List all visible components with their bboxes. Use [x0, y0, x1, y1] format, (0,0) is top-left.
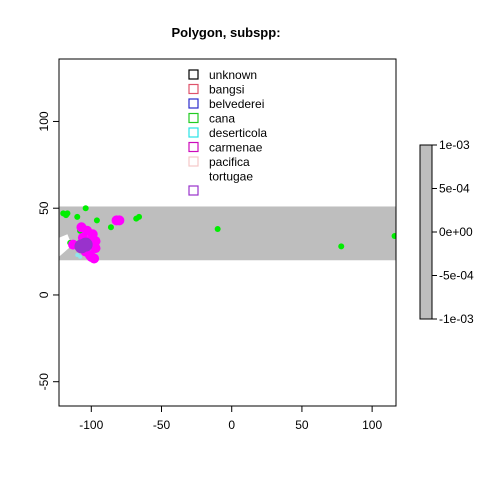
data-point: [64, 210, 71, 217]
legend-swatch: [188, 156, 199, 167]
colorbar-tick-label: 0e+00: [439, 225, 473, 239]
legend-swatch: [188, 185, 199, 196]
colorbar-tick-label: 5e-04: [439, 182, 470, 196]
data-point: [90, 243, 101, 254]
data-point: [136, 213, 143, 220]
colorbar-tick-label: 1e-03: [439, 138, 470, 152]
y-axis: -50 0 50 100: [37, 111, 59, 390]
legend-label: belvederei: [209, 97, 264, 111]
x-axis: -100 -50 0 50 100: [79, 406, 382, 432]
legend-label: unknown: [209, 68, 257, 82]
data-point: [74, 213, 81, 220]
legend-label: carmenae: [209, 141, 263, 155]
data-point: [391, 232, 396, 239]
legend-label: cana: [209, 112, 235, 126]
y-tick-label: 100: [37, 111, 51, 131]
band-fill: [59, 206, 396, 261]
data-point: [78, 237, 93, 252]
data-point: [93, 217, 100, 224]
data-point: [338, 243, 345, 250]
data-point: [214, 226, 221, 233]
legend-swatch: [188, 127, 199, 138]
colorbar: 1e-03 5e-04 0e+00 -5e-04 -1e-03: [419, 138, 474, 326]
colorbar-tick-label: -1e-03: [439, 312, 474, 326]
colorbar-fill: [419, 144, 433, 320]
data-point: [87, 229, 98, 240]
y-tick-label: 50: [37, 201, 51, 215]
legend: unknownbangsibelvedereicanadeserticolaca…: [188, 68, 267, 196]
data-point: [84, 250, 95, 261]
colorbar-tick-label: -5e-04: [439, 269, 474, 283]
legend-label: deserticola: [209, 126, 267, 140]
x-tick-label: 50: [295, 418, 309, 432]
legend-swatch: [188, 98, 199, 109]
x-tick-label: 0: [228, 418, 235, 432]
data-point: [78, 254, 83, 259]
inset-region: [59, 234, 71, 257]
legend-label: pacifica: [209, 155, 250, 169]
plot-area: [58, 58, 397, 407]
legend-swatch: [188, 83, 199, 95]
chart-title: Polygon, subspp:: [171, 25, 280, 40]
legend-label: bangsi: [209, 83, 244, 97]
plot-frame: [58, 58, 397, 407]
legend-swatch: [188, 69, 199, 80]
data-point: [82, 205, 89, 212]
x-tick-label: -50: [153, 418, 171, 432]
data-point: [111, 215, 122, 226]
x-tick-label: 100: [362, 418, 382, 432]
y-tick-label: -50: [37, 373, 51, 391]
legend-label: tortugae: [209, 170, 253, 184]
data-point: [107, 224, 114, 231]
x-tick-label: -100: [79, 418, 103, 432]
y-tick-label: 0: [37, 291, 51, 298]
legend-swatch: [188, 141, 199, 153]
legend-swatch: [188, 112, 199, 124]
